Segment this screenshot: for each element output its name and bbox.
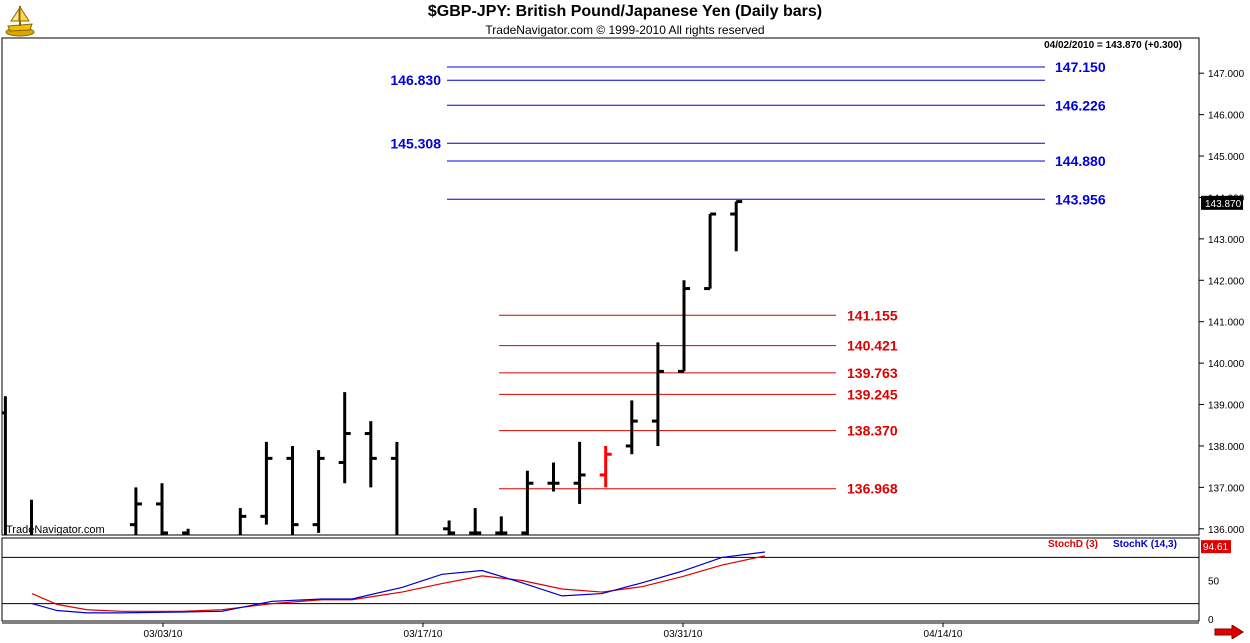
date-tick-label: 03/17/10	[404, 629, 443, 640]
ohlc-bar	[730, 200, 743, 252]
red-fib-level-label: 140.421	[847, 338, 898, 354]
price-tick-label: 137.000	[1208, 483, 1245, 494]
ohlc-bar	[129, 487, 142, 535]
red-fib-level-label: 138.370	[847, 423, 898, 439]
ohlc-bar	[547, 462, 560, 492]
blue-fib-level-label: 143.956	[1055, 191, 1106, 207]
ohlc-bar	[260, 441, 273, 525]
stoch-panel-frame	[1, 537, 1200, 622]
red-fib-level-label: 141.155	[847, 307, 898, 323]
red-fib-level-label: 139.763	[847, 365, 898, 381]
ohlc-bar	[651, 342, 664, 446]
ohlc-bar	[443, 520, 456, 535]
stoch-last-value-label: 94.61	[1203, 542, 1228, 553]
last-price-tag-label: 143.870	[1205, 199, 1242, 210]
ohlc-bar	[678, 280, 690, 373]
chart-title: $GBP-JPY: British Pound/Japanese Yen (Da…	[427, 3, 823, 20]
price-tick-label: 136.000	[1208, 525, 1245, 536]
price-tick-label: 138.000	[1208, 442, 1245, 453]
ohlc-bar	[312, 450, 325, 533]
blue-fib-level-label: 146.830	[390, 72, 441, 88]
ohlc-bar	[704, 212, 717, 291]
blue-fib-level-label: 145.308	[390, 135, 441, 151]
ohlc-bar	[599, 445, 612, 488]
stoch-last-value-tag	[1201, 540, 1231, 554]
watermark-text: TradeNavigator.com	[6, 524, 105, 536]
blue-fib-level-label: 144.880	[1055, 153, 1106, 169]
price-tick-label: 140.000	[1208, 359, 1245, 370]
date-tick-label: 04/14/10	[924, 629, 963, 640]
price-tick-label: 139.000	[1208, 401, 1245, 412]
ohlc-bar	[364, 421, 377, 488]
ohlc-bar	[390, 441, 399, 535]
chart-copyright: TradeNavigator.com © 1999-2010 All right…	[485, 23, 765, 37]
ohlc-bar	[182, 528, 190, 535]
ohlc-bar	[495, 516, 508, 535]
red-fib-level-label: 136.968	[847, 481, 898, 497]
stoch-tick-label: 50	[1208, 577, 1220, 588]
price-tick-label: 147.000	[1208, 69, 1245, 80]
date-tick-label: 03/03/10	[144, 629, 183, 640]
scroll-right-arrow-icon[interactable]	[1214, 625, 1244, 639]
red-fib-level-label: 139.245	[847, 386, 898, 402]
price-panel-frame	[1, 37, 1200, 536]
last-quote-label: 04/02/2010 = 143.870 (+0.300)	[1044, 40, 1182, 51]
stoch-d-line	[31, 555, 766, 612]
price-tick-label: 145.000	[1208, 152, 1245, 163]
stoch-k-line	[31, 551, 766, 614]
price-tick-label: 141.000	[1208, 318, 1245, 329]
ohlc-bar	[30, 499, 33, 535]
last-price-tag	[1201, 195, 1243, 210]
ohlc-bar	[286, 445, 299, 535]
stoch-legend-item: StochD (3)	[1048, 539, 1098, 550]
ohlc-bar	[521, 470, 534, 535]
ohlc-bar	[338, 392, 351, 484]
price-tick-label: 142.000	[1208, 276, 1245, 287]
price-tick-label: 146.000	[1208, 111, 1245, 122]
ohlc-bar	[625, 400, 638, 455]
stoch-tick-label: 0	[1208, 615, 1214, 626]
ohlc-bar	[2, 396, 7, 535]
trade-navigator-logo-icon	[5, 5, 35, 37]
price-tick-label: 143.000	[1208, 235, 1245, 246]
date-tick-label: 03/31/10	[664, 629, 703, 640]
blue-fib-level-label: 147.150	[1055, 59, 1106, 75]
ohlc-bar	[469, 508, 482, 535]
ohlc-bar	[573, 441, 586, 504]
ohlc-bar	[156, 483, 168, 535]
ohlc-bar	[238, 508, 247, 535]
stoch-legend-item: StochK (14,3)	[1113, 539, 1177, 550]
blue-fib-level-label: 146.226	[1055, 97, 1106, 113]
